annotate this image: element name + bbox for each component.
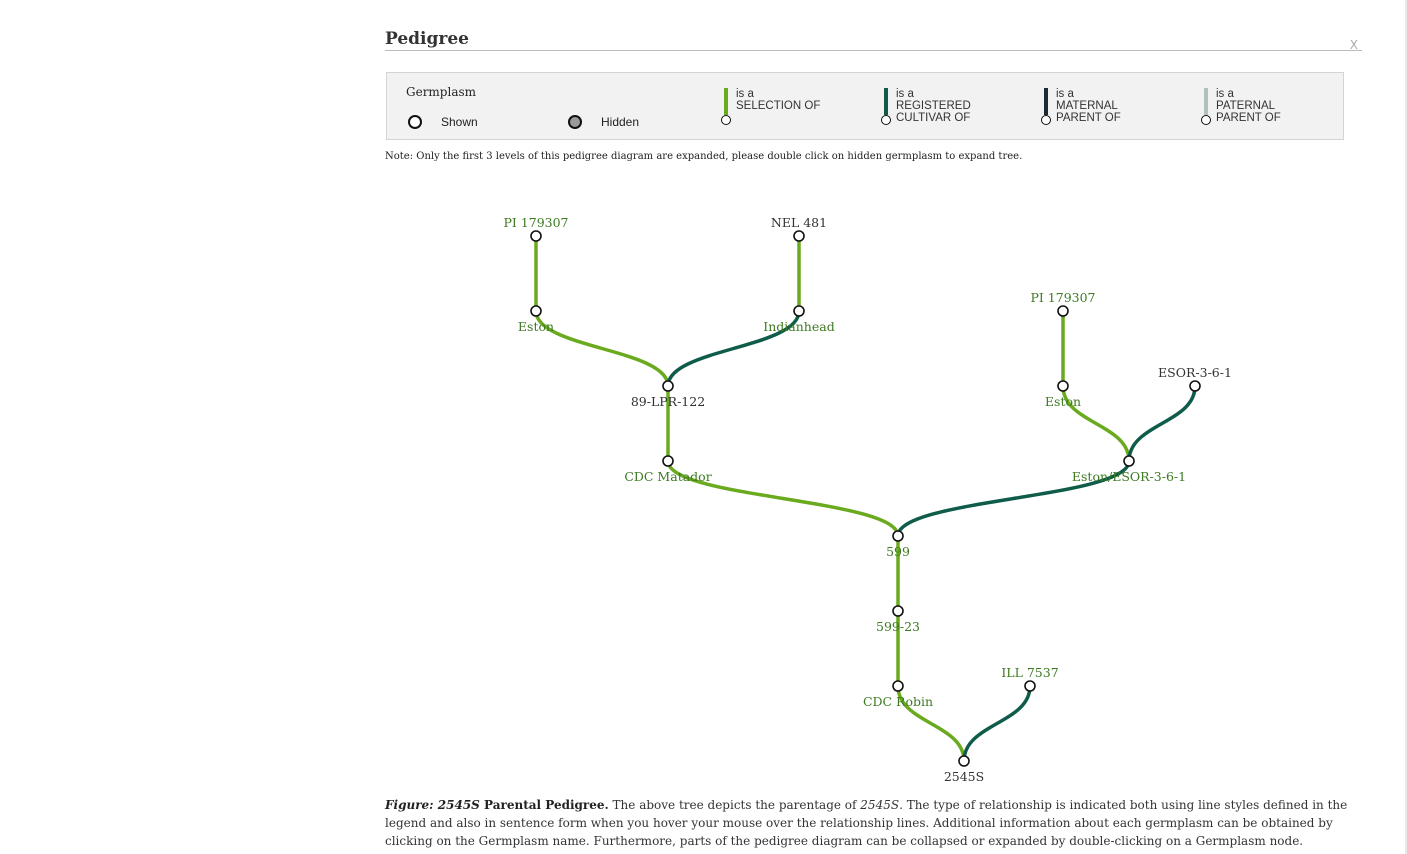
- germplasm-node[interactable]: [958, 755, 970, 767]
- germplasm-node[interactable]: [1189, 380, 1201, 392]
- germplasm-node[interactable]: [662, 380, 674, 392]
- legend-registered-text: is a REGISTERED CULTIVAR OF: [896, 88, 971, 124]
- legend-heading: Germplasm: [406, 85, 477, 99]
- germplasm-label[interactable]: 2545S: [944, 769, 984, 784]
- figure-caption: Figure: 2545S Parental Pedigree. The abo…: [385, 796, 1350, 850]
- caption-germplasm-name-2: 2545S: [860, 798, 900, 812]
- legend: Germplasm Shown Hidden is a SELECTION OF …: [386, 72, 1344, 140]
- germplasm-node[interactable]: [530, 230, 542, 242]
- shown-label: Shown: [441, 115, 478, 129]
- caption-figure-label: Figure:: [385, 798, 434, 812]
- germplasm-label[interactable]: Eston: [518, 319, 554, 334]
- germplasm-node[interactable]: [892, 680, 904, 692]
- title-divider: [385, 50, 1362, 51]
- maternal-node-icon: [1041, 115, 1051, 125]
- caption-text-2: . The type of relationship is indicated …: [385, 798, 1348, 848]
- germplasm-label[interactable]: Eston/ESOR-3-6-1: [1072, 469, 1186, 484]
- germplasm-node[interactable]: [1057, 380, 1069, 392]
- caption-text-1: The above tree depicts the parentage of: [612, 798, 857, 812]
- registered-node-icon: [881, 115, 891, 125]
- germplasm-label[interactable]: PI 179307: [503, 215, 568, 230]
- germplasm-label[interactable]: Eston: [1045, 394, 1081, 409]
- germplasm-node[interactable]: [530, 305, 542, 317]
- germplasm-node[interactable]: [1057, 305, 1069, 317]
- germplasm-label[interactable]: CDC Robin: [863, 694, 933, 709]
- relationship-link[interactable]: [896, 685, 966, 762]
- germplasm-label[interactable]: ILL 7537: [1001, 665, 1058, 680]
- relationship-link[interactable]: [666, 310, 801, 387]
- relationship-link[interactable]: [1127, 385, 1197, 462]
- paternal-node-icon: [1201, 115, 1211, 125]
- relationship-link[interactable]: [666, 460, 900, 537]
- expand-note: Note: Only the first 3 levels of this pe…: [385, 151, 1023, 162]
- relationship-link[interactable]: [534, 310, 670, 387]
- germplasm-label[interactable]: 89-LPR-122: [631, 394, 705, 409]
- relationship-link[interactable]: [896, 460, 1131, 537]
- close-icon[interactable]: X: [1349, 38, 1358, 52]
- germplasm-label[interactable]: CDC Matador: [624, 469, 711, 484]
- germplasm-node[interactable]: [1123, 455, 1135, 467]
- hidden-node-icon: [568, 115, 582, 129]
- germplasm-label[interactable]: NEL 481: [771, 215, 827, 230]
- pedigree-tree: PI 179307 NEL 481 Eston Indianhead 89-LPR-12…: [503, 215, 1232, 784]
- germplasm-node[interactable]: [892, 605, 904, 617]
- caption-germplasm-name: 2545S: [437, 798, 480, 812]
- scrollbar[interactable]: [1405, 0, 1407, 854]
- relationship-link[interactable]: [962, 685, 1032, 762]
- germplasm-node[interactable]: [1024, 680, 1036, 692]
- legend-selection-text: is a SELECTION OF: [736, 88, 821, 112]
- page-title: Pedigree: [385, 29, 469, 49]
- legend-maternal-text: is a MATERNAL PARENT OF: [1056, 88, 1121, 124]
- pedigree-panel: Pedigree X Germplasm Shown Hidden is a SE…: [385, 0, 1362, 854]
- germplasm-label[interactable]: 599: [886, 544, 910, 559]
- germplasm-node[interactable]: [662, 455, 674, 467]
- legend-paternal-text: is a PATERNAL PARENT OF: [1216, 88, 1281, 124]
- germplasm-label[interactable]: PI 179307: [1030, 290, 1095, 305]
- paternal-line-swatch: [1204, 88, 1208, 115]
- selection-line-swatch: [724, 88, 728, 115]
- maternal-line-swatch: [1044, 88, 1048, 115]
- germplasm-node[interactable]: [892, 530, 904, 542]
- germplasm-label[interactable]: Indianhead: [763, 319, 834, 334]
- germplasm-node[interactable]: [793, 305, 805, 317]
- relationship-link[interactable]: [1061, 385, 1131, 462]
- registered-line-swatch: [884, 88, 888, 115]
- hidden-label: Hidden: [601, 115, 640, 129]
- germplasm-label[interactable]: 599-23: [876, 619, 920, 634]
- germplasm-node[interactable]: [793, 230, 805, 242]
- selection-node-icon: [721, 115, 731, 125]
- shown-node-icon: [408, 115, 422, 129]
- germplasm-label[interactable]: ESOR-3-6-1: [1158, 365, 1232, 380]
- caption-title: Parental Pedigree.: [484, 798, 609, 812]
